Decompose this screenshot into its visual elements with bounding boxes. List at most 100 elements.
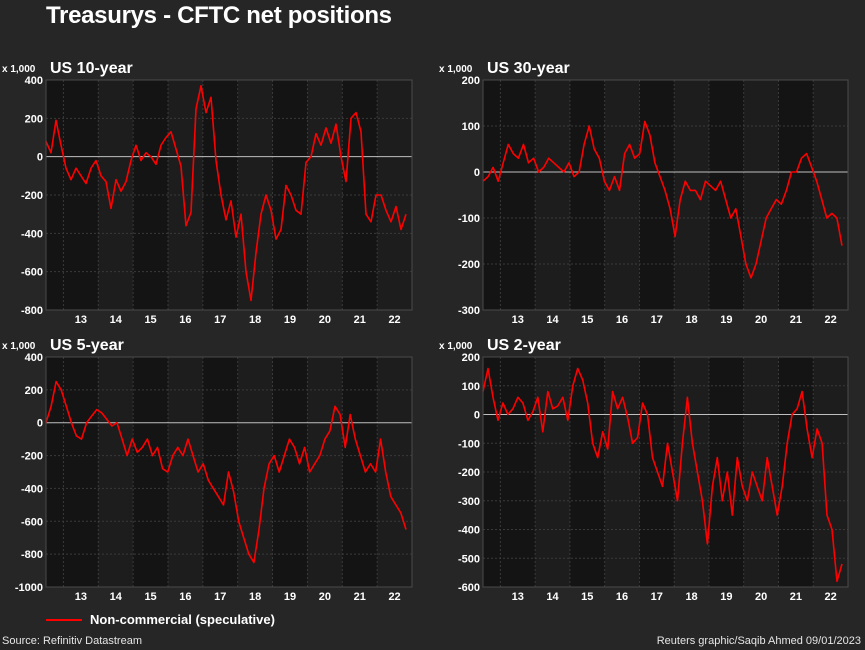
y-tick-label: 400 bbox=[25, 352, 43, 364]
year-band bbox=[98, 357, 134, 587]
series-line bbox=[482, 120, 843, 279]
series-line bbox=[482, 367, 843, 583]
x-tick-label: 20 bbox=[319, 314, 331, 326]
year-band bbox=[168, 80, 203, 310]
year-band bbox=[307, 357, 343, 587]
x-tick-label: 17 bbox=[214, 591, 226, 603]
legend-swatch bbox=[46, 618, 82, 621]
y-tick-label: -200 bbox=[458, 467, 480, 479]
x-tick-label: 22 bbox=[388, 591, 400, 603]
y-tick-label: -400 bbox=[21, 483, 43, 495]
x-tick-label: 14 bbox=[110, 314, 123, 326]
x-tick-label: 21 bbox=[790, 314, 802, 326]
legend-label: Non-commercial (speculative) bbox=[90, 612, 275, 627]
x-tick-label: 19 bbox=[284, 314, 296, 326]
x-tick-label: 17 bbox=[214, 314, 226, 326]
y-tick-label: 200 bbox=[25, 385, 43, 397]
x-tick-label: 13 bbox=[75, 591, 87, 603]
x-tick-label: 17 bbox=[651, 314, 663, 326]
y-tick-label: -400 bbox=[458, 525, 480, 537]
y-tick-label: 0 bbox=[474, 167, 480, 179]
y-tick-label: -600 bbox=[21, 516, 43, 528]
x-tick-label: 19 bbox=[720, 591, 732, 603]
y-tick-label: -300 bbox=[458, 496, 480, 508]
source-note: Source: Refinitiv Datastream bbox=[2, 635, 142, 647]
year-band bbox=[307, 80, 343, 310]
x-tick-label: 22 bbox=[824, 314, 836, 326]
y-tick-label: -100 bbox=[458, 213, 480, 225]
y-tick-label: 200 bbox=[462, 75, 480, 87]
x-tick-label: 13 bbox=[512, 314, 524, 326]
year-band bbox=[535, 80, 570, 310]
x-tick-label: 22 bbox=[388, 314, 400, 326]
x-tick-label: 21 bbox=[354, 314, 366, 326]
y-tick-label: 0 bbox=[37, 152, 43, 164]
legend: Non-commercial (speculative) bbox=[46, 612, 275, 627]
x-tick-label: 18 bbox=[685, 591, 697, 603]
panel-title: US 10-year bbox=[50, 60, 133, 77]
plot-border bbox=[482, 79, 849, 311]
plot-border bbox=[45, 79, 413, 311]
panel-title: US 5-year bbox=[50, 337, 124, 354]
year-band bbox=[168, 357, 203, 587]
x-tick-label: 16 bbox=[179, 314, 191, 326]
x-tick-label: 16 bbox=[179, 591, 191, 603]
year-band bbox=[604, 357, 640, 587]
panel-title: US 2-year bbox=[487, 337, 561, 354]
x-tick-label: 15 bbox=[144, 591, 156, 603]
y-tick-label: 200 bbox=[462, 352, 480, 364]
x-tick-label: 20 bbox=[755, 591, 767, 603]
y-tick-label: 100 bbox=[462, 121, 480, 133]
series-line bbox=[45, 380, 407, 564]
y-tick-label: -800 bbox=[21, 549, 43, 561]
x-tick-label: 19 bbox=[284, 591, 296, 603]
series-line bbox=[45, 85, 407, 302]
x-tick-label: 21 bbox=[354, 591, 366, 603]
x-tick-label: 16 bbox=[616, 591, 628, 603]
x-tick-label: 13 bbox=[512, 591, 524, 603]
x-tick-label: 17 bbox=[651, 591, 663, 603]
y-tick-label: 100 bbox=[462, 381, 480, 393]
year-band bbox=[377, 357, 412, 587]
unit-label: x 1,000 bbox=[2, 64, 36, 75]
year-band bbox=[604, 80, 640, 310]
y-tick-label: -200 bbox=[21, 190, 43, 202]
x-tick-label: 15 bbox=[581, 314, 593, 326]
y-tick-label: -200 bbox=[21, 451, 43, 463]
y-tick-label: -800 bbox=[21, 305, 43, 317]
y-tick-label: -600 bbox=[458, 582, 480, 594]
year-band bbox=[813, 80, 848, 310]
year-band bbox=[674, 80, 709, 310]
plot-border bbox=[482, 356, 849, 588]
x-tick-label: 15 bbox=[581, 591, 593, 603]
x-tick-label: 14 bbox=[546, 591, 559, 603]
unit-label: x 1,000 bbox=[439, 64, 473, 75]
x-tick-label: 20 bbox=[755, 314, 767, 326]
x-tick-label: 14 bbox=[546, 314, 559, 326]
y-tick-label: 0 bbox=[37, 418, 43, 430]
y-tick-label: -500 bbox=[458, 553, 480, 565]
x-tick-label: 15 bbox=[144, 314, 156, 326]
y-tick-label: 200 bbox=[25, 113, 43, 125]
x-tick-label: 13 bbox=[75, 314, 87, 326]
y-tick-label: -600 bbox=[21, 267, 43, 279]
x-tick-label: 19 bbox=[720, 314, 732, 326]
credit-note: Reuters graphic/Saqib Ahmed 09/01/2023 bbox=[656, 635, 861, 647]
panel-title: US 30-year bbox=[487, 60, 570, 77]
x-tick-label: 22 bbox=[824, 591, 836, 603]
y-tick-label: -200 bbox=[458, 259, 480, 271]
plot-border bbox=[45, 356, 413, 588]
y-tick-label: 400 bbox=[25, 75, 43, 87]
x-tick-label: 18 bbox=[249, 314, 261, 326]
y-tick-label: -1000 bbox=[15, 582, 43, 594]
x-tick-label: 14 bbox=[110, 591, 123, 603]
x-tick-label: 18 bbox=[685, 314, 697, 326]
x-tick-label: 20 bbox=[319, 591, 331, 603]
y-tick-label: -300 bbox=[458, 305, 480, 317]
year-band bbox=[743, 80, 779, 310]
y-tick-label: -100 bbox=[458, 438, 480, 450]
unit-label: x 1,000 bbox=[2, 341, 36, 352]
x-tick-label: 16 bbox=[616, 314, 628, 326]
x-tick-label: 21 bbox=[790, 591, 802, 603]
